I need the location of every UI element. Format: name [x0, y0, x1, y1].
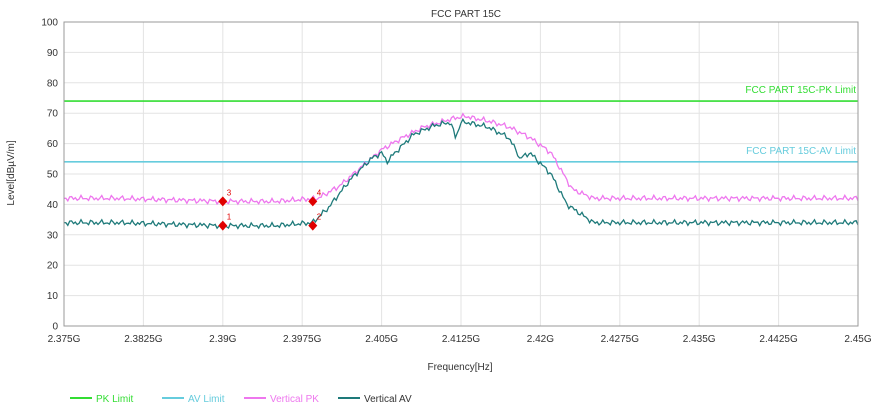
y-tick-label: 10: [47, 291, 59, 302]
marker-label: 3: [227, 188, 232, 197]
y-tick-label: 80: [47, 78, 59, 89]
y-tick-label: 100: [41, 18, 58, 29]
marker-point: [218, 220, 228, 231]
legend-label: AV Limit: [188, 394, 225, 405]
x-tick-label: 2.375G: [48, 334, 81, 345]
legend-label: Vertical PK: [270, 394, 319, 405]
y-tick-label: 60: [47, 139, 59, 150]
y-axis-label: Level[dBµV/m]: [6, 140, 17, 205]
x-tick-label: 2.405G: [365, 334, 398, 345]
legend: PK Limit AV Limit Vertical PK Vertical AV: [70, 394, 412, 405]
x-axis-label: Frequency[Hz]: [427, 362, 492, 373]
x-tick-label: 2.4275G: [601, 334, 640, 345]
x-tick-labels: 2.375G 2.3825G 2.39G 2.3975G 2.405G 2.4125G 2.…: [48, 334, 872, 345]
plot-frame: [63, 21, 859, 327]
x-tick-label: 2.4425G: [759, 334, 798, 345]
legend-label: PK Limit: [96, 394, 133, 405]
y-tick-label: 40: [47, 200, 59, 211]
y-tick-label: 30: [47, 230, 59, 241]
limit-label: FCC PART 15C-AV Limit: [746, 146, 856, 157]
limit-label: FCC PART 15C-PK Limit: [745, 85, 856, 96]
marker-point: [218, 196, 228, 207]
x-tick-label: 2.435G: [683, 334, 716, 345]
x-tick-label: 2.3975G: [283, 334, 322, 345]
marker-point: [308, 220, 318, 231]
chart-title: FCC PART 15C: [431, 9, 501, 20]
x-tick-label: 2.42G: [527, 334, 554, 345]
x-tick-label: 2.3825G: [124, 334, 163, 345]
markers: 1 2 3 4: [218, 188, 322, 231]
marker-label: 4: [317, 188, 322, 197]
x-tick-label: 2.39G: [209, 334, 236, 345]
series-lines: [63, 112, 859, 230]
marker-label: 2: [317, 213, 322, 222]
series-line: [63, 117, 859, 230]
grid: [63, 21, 859, 327]
y-tick-labels: 0 10 20 30 40 50 60 70 80 90 100: [41, 18, 58, 333]
limit-lines: FCC PART 15C-PK Limit FCC PART 15C-AV Lim…: [64, 85, 858, 163]
y-tick-label: 90: [47, 48, 59, 59]
series-line: [64, 112, 859, 206]
marker-label: 1: [227, 213, 232, 222]
marker-point: [308, 196, 318, 207]
legend-label: Vertical AV: [364, 394, 412, 405]
y-tick-label: 0: [52, 322, 58, 333]
y-tick-label: 50: [47, 170, 59, 181]
x-tick-label: 2.45G: [844, 334, 871, 345]
x-tick-label: 2.4125G: [442, 334, 481, 345]
y-tick-label: 70: [47, 109, 59, 120]
y-tick-label: 20: [47, 261, 59, 272]
